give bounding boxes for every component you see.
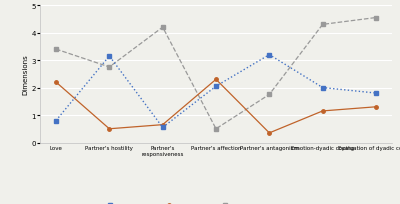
Ambivalent bbox=[267, 132, 272, 134]
Line: Affectionate: Affectionate bbox=[54, 17, 378, 131]
Affectionate bbox=[320, 24, 325, 27]
Antagonistic bbox=[267, 54, 272, 57]
Antagonistic bbox=[374, 92, 378, 95]
Legend: Antagonistic, Ambivalent, Affectionate: Antagonistic, Ambivalent, Affectionate bbox=[101, 200, 275, 204]
Affectionate bbox=[54, 49, 58, 51]
Ambivalent bbox=[320, 110, 325, 113]
Affectionate bbox=[107, 66, 112, 69]
Ambivalent bbox=[374, 106, 378, 109]
Ambivalent bbox=[107, 128, 112, 130]
Antagonistic bbox=[54, 120, 58, 122]
Affectionate bbox=[267, 94, 272, 96]
Antagonistic bbox=[107, 55, 112, 58]
Y-axis label: Dimensions: Dimensions bbox=[22, 54, 28, 95]
Ambivalent bbox=[54, 81, 58, 84]
Line: Antagonistic: Antagonistic bbox=[54, 54, 378, 130]
Antagonistic bbox=[320, 87, 325, 89]
Ambivalent bbox=[214, 79, 218, 81]
Antagonistic bbox=[160, 126, 165, 129]
Affectionate bbox=[374, 17, 378, 20]
Antagonistic bbox=[214, 85, 218, 88]
Ambivalent bbox=[160, 124, 165, 126]
Affectionate bbox=[214, 128, 218, 130]
Affectionate bbox=[160, 27, 165, 29]
Line: Ambivalent: Ambivalent bbox=[54, 78, 378, 135]
